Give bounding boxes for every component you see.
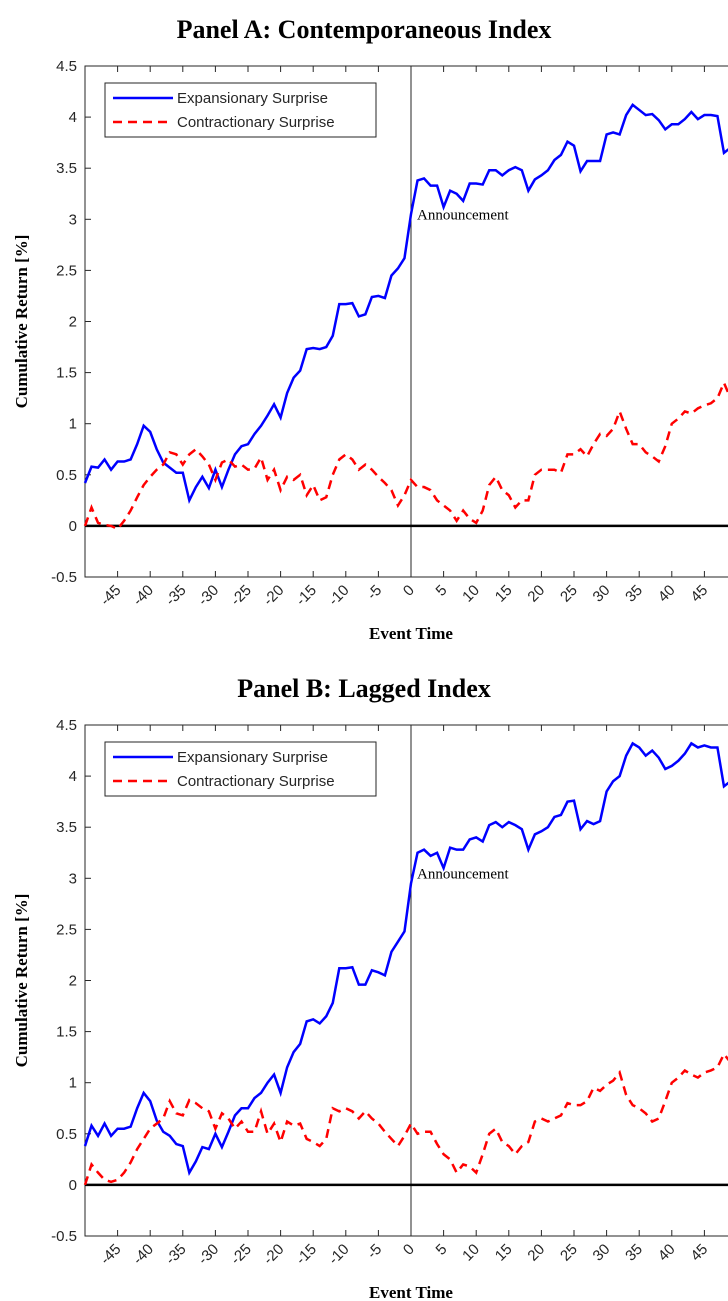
x-axis-label: Event Time [369, 624, 453, 643]
x-tick-label: -35 [162, 1241, 189, 1268]
x-tick-label: 30 [590, 1241, 614, 1265]
x-tick-label: -15 [293, 582, 320, 609]
x-tick-label: -5 [364, 1241, 385, 1262]
y-tick-label: 3 [69, 870, 77, 887]
y-tick-label: 1 [69, 416, 77, 433]
y-axis-label: Cumulative Return [%] [12, 235, 31, 409]
x-tick-label: 35 [622, 582, 646, 606]
y-tick-label: 1 [69, 1075, 77, 1092]
y-tick-label: 3.5 [56, 819, 77, 836]
data-line [83, 103, 728, 505]
y-tick-label: 4.5 [56, 717, 77, 734]
x-tick-label: 40 [655, 582, 679, 606]
y-tick-label: 2.5 [56, 921, 77, 938]
data-line [83, 379, 728, 531]
plot-area [84, 65, 728, 578]
x-tick-label: 25 [557, 582, 581, 606]
annotation: Announcement [417, 207, 509, 223]
y-tick-label: 0 [69, 518, 77, 535]
x-tick-label: -35 [162, 582, 189, 609]
x-tick-label: -10 [325, 1241, 352, 1268]
x-tick-label: 20 [524, 1241, 548, 1265]
y-tick-label: 0.5 [56, 1126, 77, 1143]
x-tick-label: 5 [433, 1241, 451, 1259]
x-tick-label: -45 [97, 1241, 124, 1268]
y-tick-label: 4 [69, 109, 77, 126]
data-line [83, 741, 728, 1176]
x-tick-label: -10 [325, 582, 352, 609]
x-tick-label: 0 [400, 582, 418, 600]
chart-title: Panel A: Contemporaneous Index [177, 15, 552, 44]
x-tick-label: 25 [557, 1241, 581, 1265]
y-tick-label: 2 [69, 973, 77, 990]
x-tick-label: 45 [687, 582, 711, 606]
x-tick-label: -25 [227, 582, 254, 609]
x-tick-label: 45 [687, 1241, 711, 1265]
legend-box [104, 82, 377, 138]
y-tick-label: -0.5 [51, 569, 77, 586]
x-tick-label: 10 [459, 582, 483, 606]
x-tick-label: 35 [622, 1241, 646, 1265]
x-tick-label: -15 [293, 1241, 320, 1268]
x-tick-label: -40 [130, 582, 157, 609]
y-tick-label: 1.5 [56, 365, 77, 382]
x-tick-label: -5 [364, 582, 385, 603]
legend-label: Expansionary Surprise [177, 749, 328, 766]
x-axis-label: Event Time [369, 1283, 453, 1301]
y-tick-label: 4.5 [56, 58, 77, 75]
x-tick-label: -30 [195, 582, 222, 609]
y-tick-label: 0.5 [56, 467, 77, 484]
x-tick-label: 30 [590, 582, 614, 606]
y-tick-label: -0.5 [51, 1228, 77, 1245]
x-tick-label: -40 [130, 1241, 157, 1268]
legend-box [104, 741, 377, 797]
legend-label: Expansionary Surprise [177, 90, 328, 107]
y-tick-label: 1.5 [56, 1024, 77, 1041]
chart-title: Panel B: Lagged Index [237, 674, 491, 703]
x-tick-label: -20 [260, 582, 287, 609]
y-tick-label: 3 [69, 211, 77, 228]
x-tick-label: -20 [260, 1241, 287, 1268]
annotation: Announcement [417, 866, 509, 882]
legend-label: Contractionary Surprise [177, 114, 335, 131]
y-axis-label: Cumulative Return [%] [12, 894, 31, 1068]
x-tick-label: -45 [97, 582, 124, 609]
y-tick-label: 2.5 [56, 262, 77, 279]
x-tick-label: 20 [524, 582, 548, 606]
x-tick-label: 5 [433, 582, 451, 600]
x-tick-label: -25 [227, 1241, 254, 1268]
plot-area [84, 724, 728, 1237]
x-tick-label: 0 [400, 1241, 418, 1259]
y-tick-label: 2 [69, 314, 77, 331]
y-tick-label: 0 [69, 1177, 77, 1194]
y-tick-label: 4 [69, 768, 77, 785]
x-tick-label: 10 [459, 1241, 483, 1265]
x-tick-label: -30 [195, 1241, 222, 1268]
x-tick-label: 15 [492, 582, 516, 606]
legend-label: Contractionary Surprise [177, 773, 335, 790]
y-tick-label: 3.5 [56, 160, 77, 177]
x-tick-label: 40 [655, 1241, 679, 1265]
x-tick-label: 15 [492, 1241, 516, 1265]
